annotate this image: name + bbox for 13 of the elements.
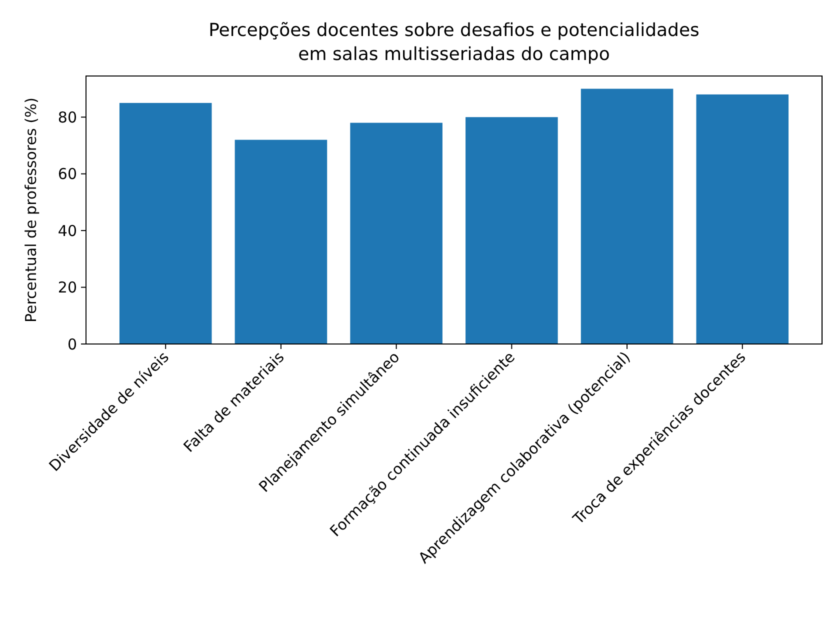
bar xyxy=(350,122,442,344)
bar xyxy=(234,140,328,344)
chart-title: Percepções docentes sobre desafios e potencialidades em salas multisseriadas do campo xyxy=(208,20,700,65)
bar xyxy=(696,94,789,344)
bar xyxy=(466,117,558,344)
y-tick-label: 20 xyxy=(58,278,77,297)
y-tick-label: 60 xyxy=(58,165,77,184)
y-axis-title: Percentual de professores (%) xyxy=(22,97,40,323)
bar xyxy=(119,102,212,344)
y-tick-label: 40 xyxy=(58,222,77,240)
bar xyxy=(580,88,674,344)
y-tick-label: 80 xyxy=(58,108,77,126)
y-tick-label: 0 xyxy=(67,335,77,354)
